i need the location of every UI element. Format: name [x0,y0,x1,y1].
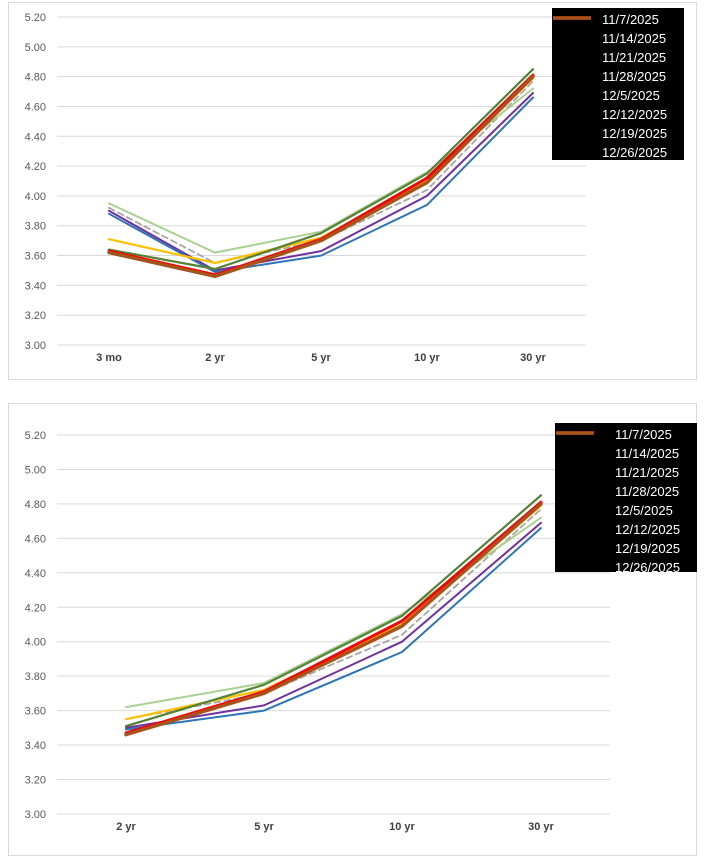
y-axis-tick-label: 5.00 [25,42,46,54]
y-axis-tick-label: 4.40 [25,568,46,580]
series-line-12-26-2025 [107,74,535,279]
series-line-11-14-2025 [108,87,534,254]
legend-label: 12/5/2025 [615,503,673,518]
y-axis-tick-label: 3.80 [25,221,46,233]
legend-line-swatch [556,431,611,520]
series-line-12-19-2025 [124,500,543,735]
legend-line-swatch [553,16,598,105]
legend-label: 12/5/2025 [602,88,660,103]
chart-legend[interactable]: 11/7/2025 11/14/2025 11/21/2025 11/28/2025 1… [555,423,697,575]
series-line-12-5-2025 [107,76,535,265]
legend-entry: 12/26/2025 [553,16,684,162]
legend-label: 12/26/2025 [615,560,681,575]
legend-line-swatch [553,16,598,143]
x-axis-tick-label: 5 yr [311,352,331,364]
y-axis-tick-label: 4.40 [25,131,46,143]
series-line-11-14-2025 [125,516,542,709]
yield-curve-chart-with-3mo[interactable]: 5.20 5.00 4.80 4.60 4.40 4.20 4.00 3.80 3.60 3.40… [8,2,697,380]
series-line-11-28-2025 [108,96,534,273]
series-line-12-19-2025 [107,73,535,277]
legend-entry: 12/26/2025 [556,431,697,577]
x-axis-tick-label: 2 yr [205,352,225,364]
series-line-12-5-2025 [124,504,543,721]
yield-curve-chart-without-3mo[interactable]: 5.20 5.00 4.80 4.60 4.40 4.20 4.00 3.80 3.60 3.40… [8,403,697,856]
chart-plot-area: 5.20 5.00 4.80 4.60 4.40 4.20 4.00 3.80 3.60 3.40… [25,12,586,364]
legend-entry: 12/5/2025 [556,431,697,520]
legend-line-swatch [553,16,598,162]
y-axis-tick-label: 3.20 [25,775,46,787]
legend-line-swatch [553,16,598,86]
series-line-11-7-2025 [125,508,542,721]
series-line-11-7-2025 [108,80,534,264]
legend-label: 12/19/2025 [615,541,681,556]
legend-label: 11/21/2025 [615,465,680,480]
legend-entry: 11/21/2025 [556,431,697,482]
y-axis-tick-label: 4.60 [25,101,46,113]
series-line-12-12-2025 [124,494,543,728]
x-axis-tick-label: 5 yr [254,821,274,833]
y-axis-tick-label: 3.20 [25,310,46,322]
x-axis-tick-label: 30 yr [528,821,554,833]
y-axis-tick-label: 3.60 [25,706,46,718]
legend-label: 11/14/2025 [602,31,667,46]
legend-entry: 11/14/2025 [553,16,684,48]
legend-line-swatch [553,16,598,48]
x-axis-tick-label: 10 yr [414,352,440,364]
legend-line-swatch [556,431,611,501]
y-axis-tick-label: 3.00 [25,340,46,352]
legend-entry: 11/21/2025 [553,16,684,67]
legend-entry: 12/12/2025 [553,16,684,124]
legend-line-swatch [553,16,598,124]
y-axis-tick-label: 3.80 [25,671,46,683]
y-axis-tick-label: 5.20 [25,12,46,24]
y-axis-tick-label: 3.60 [25,251,46,263]
y-axis-tick-label: 4.80 [25,499,46,511]
y-axis-tick-label: 3.00 [25,809,46,821]
series-line-12-26-2025 [124,502,543,737]
chart-plot-area: 5.20 5.00 4.80 4.60 4.40 4.20 4.00 3.80 3.60 3.40… [25,430,610,833]
series-line-11-21-2025 [125,521,542,729]
legend-entry: 12/19/2025 [553,16,684,143]
x-axis-tick-label: 3 mo [96,352,122,364]
series-line-11-21-2025 [108,92,534,272]
y-axis-tick-label: 3.40 [25,280,46,292]
series-line-11-28-2025 [125,527,542,731]
y-axis-tick-label: 4.20 [25,161,46,173]
legend-entry: 12/12/2025 [556,431,697,539]
legend-line-swatch [556,431,611,463]
x-axis-tick-label: 30 yr [520,352,546,364]
series-line-12-12-2025 [107,68,535,271]
legend-entry: 12/5/2025 [553,16,684,105]
y-axis-tick-label: 4.00 [25,191,46,203]
legend-entry: 12/19/2025 [556,431,697,558]
legend-line-swatch [556,431,611,482]
legend-label: 11/28/2025 [602,69,667,84]
x-axis-tick-label: 10 yr [389,821,415,833]
y-axis-tick-label: 4.20 [25,602,46,614]
chart-legend[interactable]: 11/7/2025 11/14/2025 11/21/2025 11/28/2025 1… [552,8,684,160]
legend-label: 12/19/2025 [602,126,668,141]
legend-label: 11/7/2025 [602,12,659,27]
legend-line-swatch [556,431,611,539]
y-axis-tick-label: 5.20 [25,430,46,442]
legend-entry: 11/14/2025 [556,431,697,463]
legend-label: 12/12/2025 [615,522,681,537]
y-axis-tick-label: 5.00 [25,464,46,476]
legend-line-swatch [556,431,611,577]
y-axis-tick-label: 4.80 [25,72,46,84]
legend-entry: 11/28/2025 [553,16,684,86]
y-axis-tick-label: 4.60 [25,533,46,545]
legend-label: 11/21/2025 [602,50,667,65]
legend-label: 11/7/2025 [615,427,672,442]
legend-line-swatch [556,431,611,558]
legend-label: 12/12/2025 [602,107,668,122]
x-axis-tick-label: 2 yr [116,821,136,833]
legend-label: 12/26/2025 [602,145,668,160]
legend-entry: 11/28/2025 [556,431,697,501]
legend-label: 11/28/2025 [615,484,680,499]
y-axis-tick-label: 3.40 [25,740,46,752]
legend-line-swatch [553,16,598,67]
y-axis-tick-label: 4.00 [25,637,46,649]
legend-label: 11/14/2025 [615,446,680,461]
